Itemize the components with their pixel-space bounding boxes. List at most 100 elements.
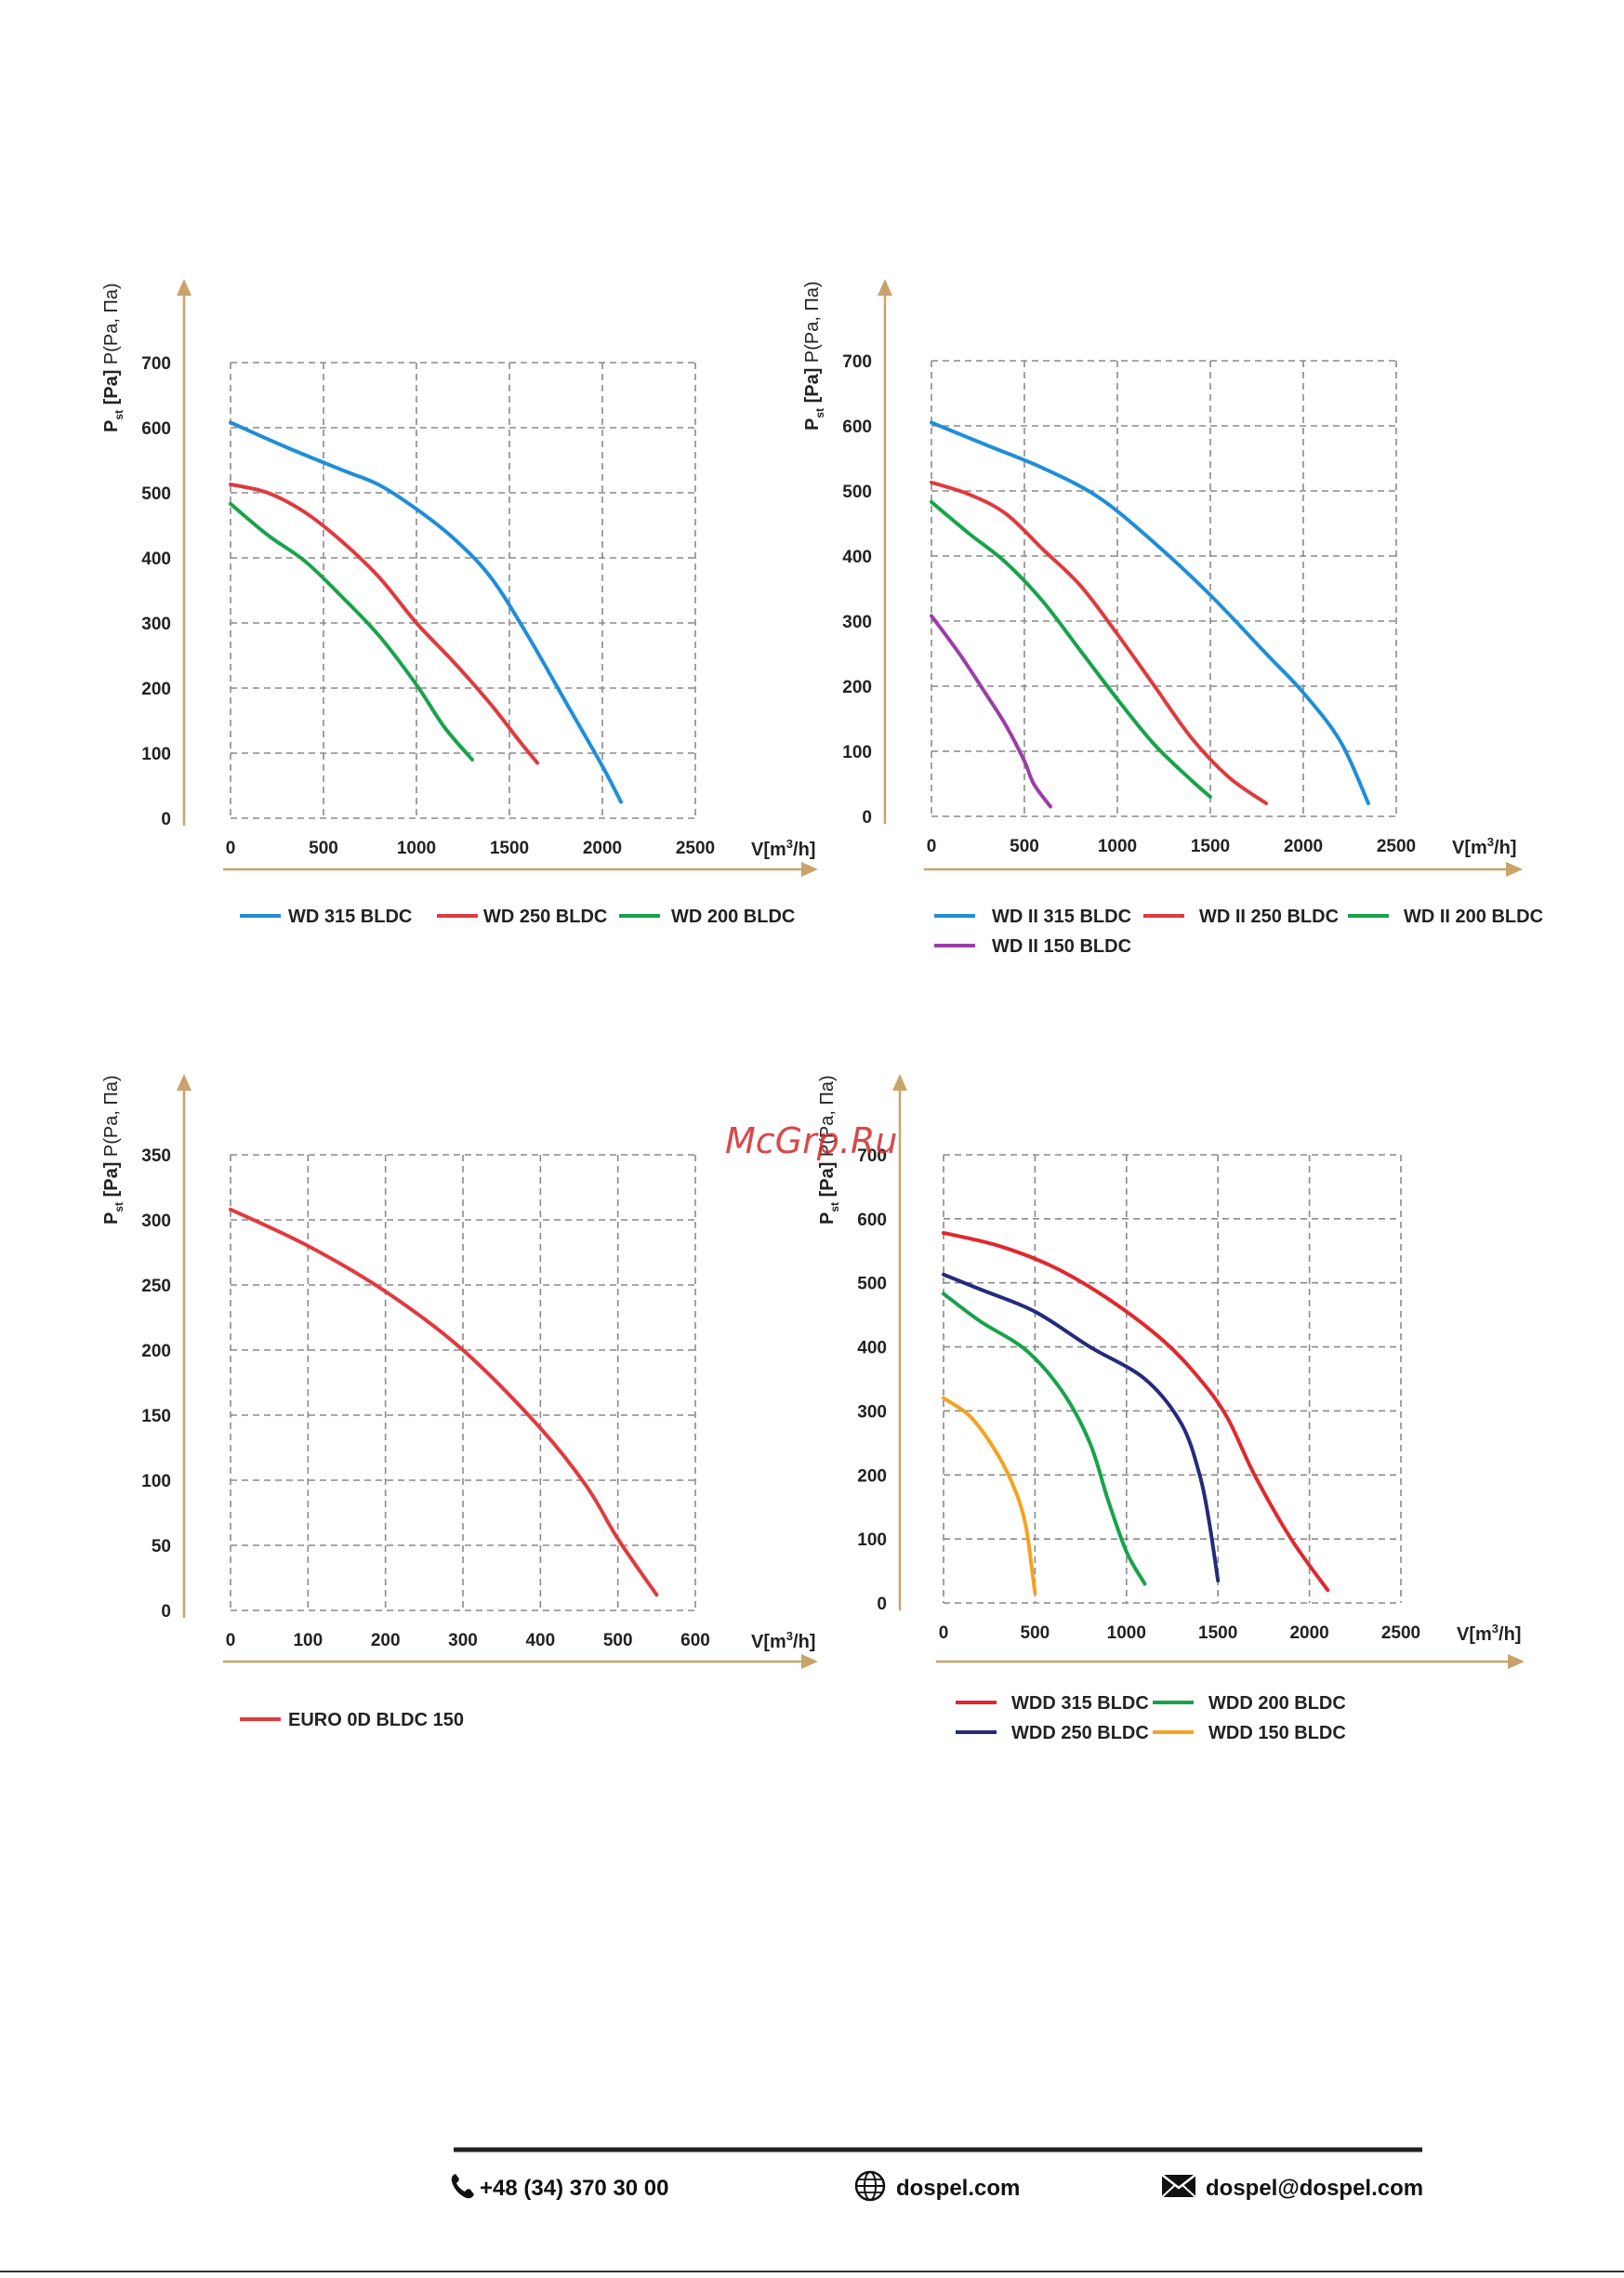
- legend-label: WD II 250 BLDC: [1199, 907, 1339, 927]
- x-axis-label: V[m3/h]: [1452, 835, 1516, 858]
- x-tick-label: 300: [448, 1631, 478, 1650]
- x-tick-label: 2000: [583, 839, 622, 858]
- x-tick-label: 500: [1021, 1623, 1050, 1643]
- series-line-4: [930, 614, 1052, 809]
- x-axis-arrowhead: [801, 862, 818, 877]
- chart-1: 0 100 200 300 400 500 600 700 0 500 1000 1500 2000 25…: [101, 279, 818, 927]
- legend-label: WDD 150 BLDC: [1208, 1723, 1346, 1743]
- y-tick-label: 100: [141, 745, 171, 764]
- email-link[interactable]: dospel@dospel.com: [1206, 2176, 1423, 2201]
- footer: +48 (34) 370 30 00 dospel.com dospel@dos…: [451, 2147, 1423, 2202]
- legend-label: WD II 150 BLDC: [992, 936, 1131, 957]
- x-tick-label: 500: [1010, 837, 1039, 856]
- x-tick-label: 2000: [1289, 1623, 1328, 1643]
- phone-icon: [451, 2174, 474, 2199]
- series-line-2: [229, 482, 539, 765]
- y-tick-label: 0: [161, 810, 171, 829]
- x-tick-label: 100: [293, 1631, 323, 1650]
- y-tick-label: 600: [141, 419, 171, 439]
- series-line-1: [942, 1231, 1330, 1593]
- legend-label: WDD 200 BLDC: [1208, 1693, 1346, 1714]
- series-line-1: [229, 420, 623, 804]
- y-axis-arrowhead: [892, 1074, 907, 1091]
- y-axis-label: Pst [Pa] P(Pa, Па): [817, 1075, 841, 1225]
- y-tick-label: 600: [857, 1211, 887, 1230]
- y-tick-label: 200: [857, 1466, 887, 1486]
- x-tick-label: 400: [525, 1631, 555, 1650]
- y-tick-label: 400: [857, 1339, 887, 1358]
- x-tick-label: 2500: [1381, 1623, 1420, 1643]
- chart-3: 0 50 100 150 200 250 300 350 0 100 200 300 400 500 600…: [101, 1074, 818, 1730]
- x-axis-arrowhead: [801, 1654, 818, 1669]
- y-tick-label: 300: [842, 613, 872, 632]
- x-tick-label: 2500: [676, 839, 715, 858]
- mail-icon: [1161, 2174, 1196, 2198]
- y-axis-label: Pst [Pa] P(Pa, Па): [101, 1075, 125, 1225]
- y-tick-label: 300: [141, 615, 171, 634]
- x-tick-label: 200: [371, 1631, 401, 1650]
- legend-label: WD 315 BLDC: [288, 907, 412, 927]
- x-tick-label: 2000: [1284, 837, 1323, 856]
- y-tick-label: 0: [161, 1602, 171, 1622]
- x-axis-arrowhead: [1508, 1654, 1525, 1669]
- y-tick-label: 500: [842, 483, 872, 502]
- y-axis-arrowhead: [177, 279, 191, 296]
- series-line-3: [930, 499, 1212, 799]
- series-line-3: [229, 501, 474, 762]
- legend-label: WDD 315 BLDC: [1011, 1693, 1149, 1714]
- x-tick-label: 1000: [397, 839, 436, 858]
- x-axis-label: V[m3/h]: [751, 837, 815, 860]
- y-tick-label: 400: [842, 548, 872, 567]
- legend-label: WD 250 BLDC: [483, 907, 607, 927]
- y-axis-label: Pst [Pa] P(Pa, Па): [101, 283, 125, 432]
- x-tick-label: 1000: [1098, 837, 1137, 856]
- watermark-text: McGrp.Ru: [725, 1120, 897, 1161]
- y-tick-label: 300: [857, 1402, 887, 1422]
- legend-label: WD II 200 BLDC: [1404, 907, 1543, 927]
- x-tick-label: 600: [680, 1631, 710, 1650]
- series-line-1: [229, 1207, 659, 1597]
- x-tick-label: 0: [927, 837, 937, 856]
- grid: [230, 362, 696, 819]
- y-tick-label: 50: [152, 1537, 171, 1556]
- y-axis-arrowhead: [177, 1074, 191, 1091]
- y-tick-label: 500: [141, 484, 171, 504]
- y-tick-label: 150: [141, 1407, 171, 1426]
- x-tick-label: 500: [309, 839, 338, 858]
- y-tick-label: 100: [842, 743, 872, 762]
- y-tick-label: 200: [141, 680, 171, 699]
- grid: [943, 1154, 1402, 1604]
- legend-label: WDD 250 BLDC: [1011, 1723, 1149, 1743]
- x-tick-label: 0: [226, 1631, 236, 1650]
- x-tick-label: 1500: [1191, 837, 1230, 856]
- x-axis-label: V[m3/h]: [1457, 1622, 1521, 1645]
- y-tick-label: 100: [141, 1472, 171, 1491]
- y-tick-label: 100: [857, 1530, 887, 1550]
- y-tick-label: 400: [141, 550, 171, 569]
- x-axis-arrowhead: [1506, 862, 1523, 877]
- globe-icon: [854, 2170, 886, 2202]
- grid: [931, 360, 1397, 817]
- y-tick-label: 200: [842, 678, 872, 697]
- y-tick-label: 350: [141, 1146, 171, 1166]
- x-axis-label: V[m3/h]: [751, 1629, 815, 1652]
- y-tick-label: 300: [141, 1212, 171, 1231]
- y-tick-label: 250: [141, 1277, 171, 1296]
- y-tick-label: 700: [857, 1146, 887, 1166]
- x-tick-label: 1500: [1198, 1623, 1237, 1643]
- legend-label: EURO 0D BLDC 150: [288, 1710, 464, 1730]
- y-axis-arrowhead: [878, 279, 892, 296]
- x-tick-label: 1000: [1107, 1623, 1146, 1643]
- x-tick-label: 0: [939, 1623, 949, 1643]
- legend-label: WD II 315 BLDC: [992, 907, 1131, 927]
- legend-label: WD 200 BLDC: [671, 907, 795, 927]
- y-axis-label: Pst [Pa] P(Pa, Па): [802, 281, 826, 430]
- x-tick-label: 0: [226, 839, 236, 858]
- y-tick-label: 700: [842, 352, 872, 372]
- website-link[interactable]: dospel.com: [896, 2176, 1020, 2201]
- y-tick-label: 0: [862, 808, 872, 828]
- phone-number[interactable]: +48 (34) 370 30 00: [480, 2176, 669, 2201]
- grid: [230, 1154, 696, 1611]
